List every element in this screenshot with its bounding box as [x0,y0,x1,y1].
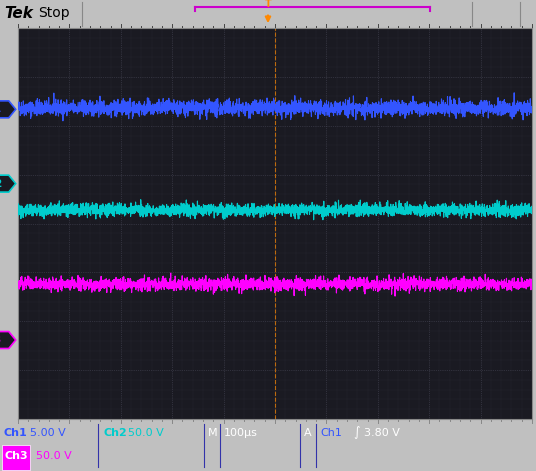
Text: 100µs: 100µs [224,428,258,438]
Text: Ch3: Ch3 [4,451,28,462]
Text: ∫: ∫ [353,427,360,439]
Bar [2,445,30,470]
Text: M: M [208,428,218,438]
Polygon shape [0,175,16,192]
Text: Ch2: Ch2 [103,428,126,438]
Polygon shape [0,332,16,349]
Text: Ch1: Ch1 [320,428,342,438]
Text: 5.00 V: 5.00 V [30,428,66,438]
Text: 50.0 V: 50.0 V [36,451,72,462]
Text: 50.0 V: 50.0 V [128,428,164,438]
Text: Tek: Tek [4,6,33,21]
Text: 1: 1 [0,105,1,114]
Text: Ch1: Ch1 [4,428,28,438]
Text: Stop: Stop [38,7,70,20]
Text: 2: 2 [0,179,1,188]
Polygon shape [0,101,16,118]
Text: 3: 3 [0,335,1,345]
Text: 3.80 V: 3.80 V [364,428,400,438]
Text: A: A [304,428,311,438]
Text: T: T [265,0,271,9]
